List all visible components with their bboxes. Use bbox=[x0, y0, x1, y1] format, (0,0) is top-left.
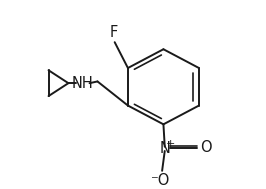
Text: N: N bbox=[159, 141, 170, 156]
Text: O: O bbox=[201, 140, 212, 155]
Text: ⁻O: ⁻O bbox=[150, 173, 170, 188]
Text: F: F bbox=[109, 25, 118, 40]
Text: NH: NH bbox=[72, 76, 94, 91]
Text: +: + bbox=[166, 139, 175, 149]
